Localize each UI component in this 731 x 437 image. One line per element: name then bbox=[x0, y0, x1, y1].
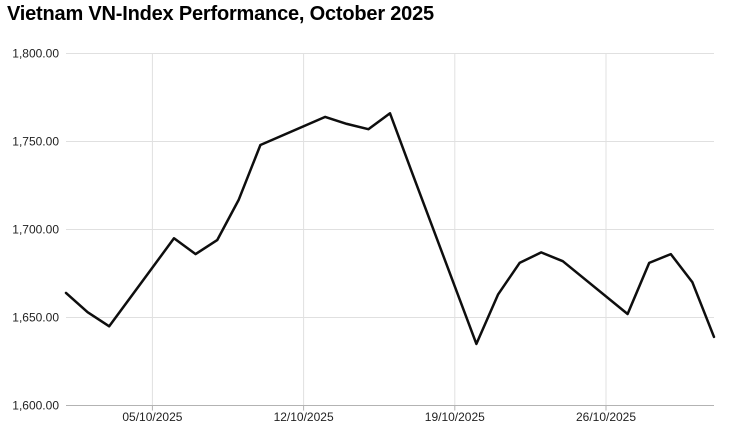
x-tick-label: 05/10/2025 bbox=[122, 410, 182, 424]
y-tick-label: 1,700.00 bbox=[12, 223, 59, 237]
y-tick-label: 1,750.00 bbox=[12, 135, 59, 149]
x-tick-label: 19/10/2025 bbox=[425, 410, 485, 424]
chart-title: Vietnam VN-Index Performance, October 20… bbox=[7, 3, 434, 25]
y-tick-label: 1,600.00 bbox=[12, 399, 59, 413]
y-tick-label: 1,650.00 bbox=[12, 311, 59, 325]
vn-index-series-line bbox=[64, 112, 716, 346]
x-tick-label: 12/10/2025 bbox=[274, 410, 334, 424]
y-tick-label: 1,800.00 bbox=[12, 47, 59, 61]
x-tick-label: 26/10/2025 bbox=[576, 410, 636, 424]
